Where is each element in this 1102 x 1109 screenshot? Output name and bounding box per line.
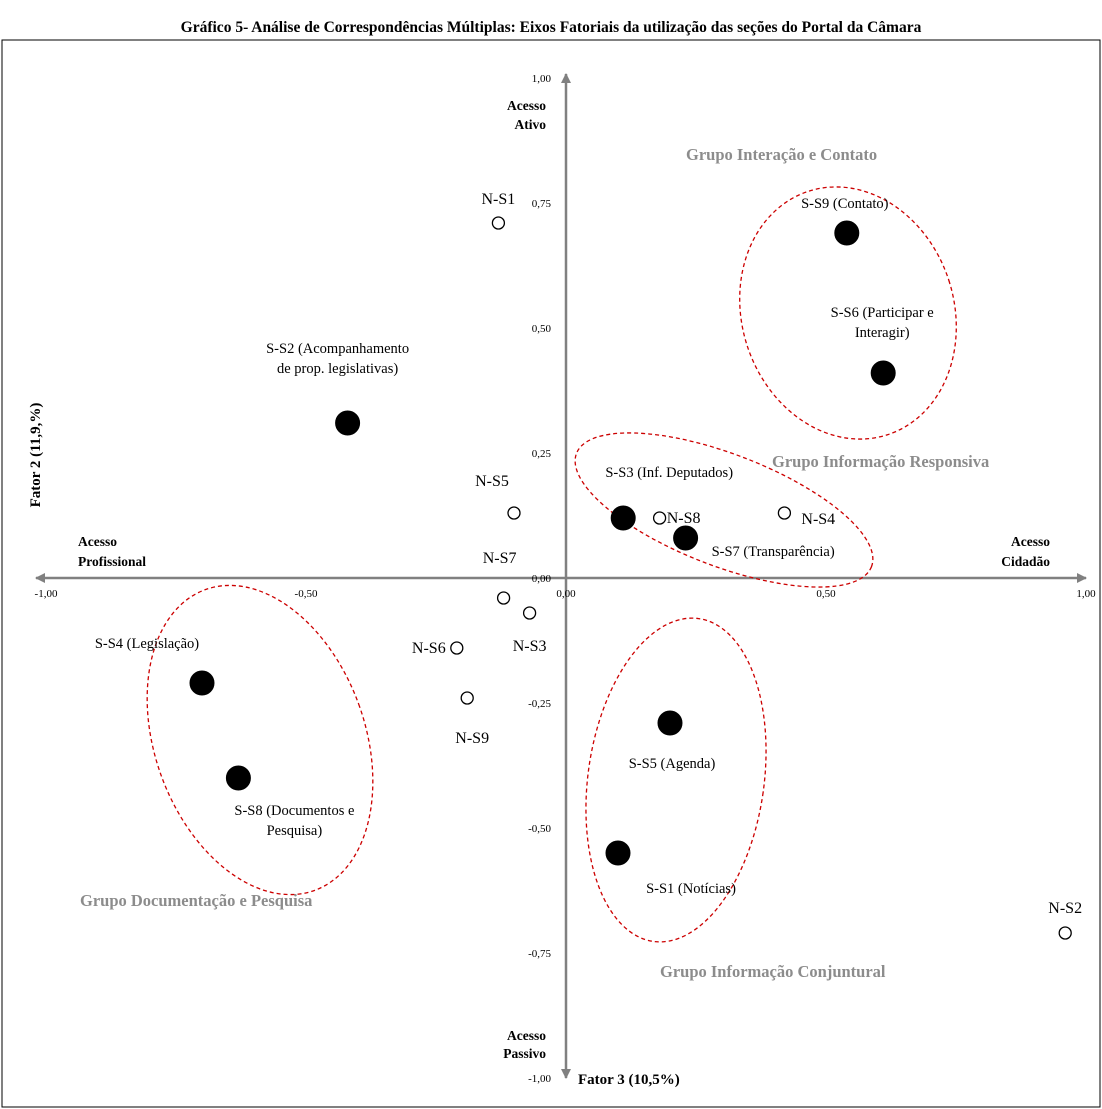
group-label-documentacao-pesquisa: Grupo Documentação e Pesquisa xyxy=(80,891,312,910)
open-point xyxy=(450,641,464,655)
point-label: Pesquisa) xyxy=(267,823,323,839)
x-tick-label: 0,00 xyxy=(556,588,576,600)
point-label: S-S6 (Participar e xyxy=(831,305,934,321)
y-tick-label: -0,50 xyxy=(528,823,551,835)
data-points: S-S1 (Notícias) S-S2 (Acompanhamento de pr… xyxy=(95,191,1082,940)
point-label: N-S8 xyxy=(667,510,701,527)
point-label: de prop. legislativas) xyxy=(277,361,398,377)
y-tick-label: -0,75 xyxy=(528,948,551,960)
direction-left-line2: Profissional xyxy=(78,554,146,569)
y-tick-label: 0,50 xyxy=(532,323,552,335)
x-tick-label: 0,50 xyxy=(816,588,836,600)
x-axis-label: Fator 3 (10,5%) xyxy=(578,1072,680,1088)
direction-bottom-line2: Passivo xyxy=(503,1046,546,1061)
chart-title: Gráfico 5- Análise de Correspondências M… xyxy=(181,19,922,36)
filled-point xyxy=(189,670,215,696)
ellipse-informacao-conjuntural xyxy=(585,617,767,943)
y-tick-label: 0,25 xyxy=(532,448,552,460)
point-label: S-S5 (Agenda) xyxy=(629,756,716,772)
filled-point xyxy=(834,220,860,246)
point-label: N-S1 xyxy=(482,191,516,208)
direction-right-line2: Cidadão xyxy=(1001,554,1050,569)
ellipse-interacao-contato xyxy=(739,186,957,440)
point-label: N-S4 xyxy=(801,511,835,528)
point-label: N-S2 xyxy=(1048,900,1082,917)
x-tick-label: 1,00 xyxy=(1076,588,1096,600)
point-label: S-S2 (Acompanhamento xyxy=(266,341,409,357)
point-label: N-S7 xyxy=(483,550,517,567)
point-label: N-S6 xyxy=(412,640,446,657)
x-tick-label: -1,00 xyxy=(35,588,58,600)
point-label: S-S9 (Contato) xyxy=(801,196,889,212)
direction-label-left: Acesso Profissional xyxy=(78,534,146,569)
direction-label-top: Acesso Ativo xyxy=(507,98,546,132)
filled-point xyxy=(657,710,683,736)
filled-point xyxy=(610,505,636,531)
group-label-informacao-conjuntural: Grupo Informação Conjuntural xyxy=(660,962,886,981)
group-ellipses xyxy=(146,186,957,943)
open-point xyxy=(652,511,667,525)
y-axis-label: Fator 2 (11,9,%) xyxy=(28,403,44,508)
open-point xyxy=(777,506,792,520)
filled-point xyxy=(225,765,251,791)
point-label: S-S1 (Notícias) xyxy=(646,881,736,897)
filled-point xyxy=(673,525,699,551)
y-tick-label: 1,00 xyxy=(532,73,552,85)
point-label: S-S3 (Inf. Deputados) xyxy=(605,465,733,481)
open-point xyxy=(491,216,506,230)
plot-frame xyxy=(1,39,1101,1108)
group-label-interacao-contato: Grupo Interação e Contato xyxy=(686,145,877,164)
tick-labels: -1,00 -0,50 0,00 0,50 1,00 1,00 0,75 0,50 0,25 0,… xyxy=(35,73,1097,1085)
direction-right-line1: Acesso xyxy=(1011,534,1050,549)
point-label: S-S7 (Transparência) xyxy=(712,544,835,560)
filled-point xyxy=(870,360,896,386)
direction-label-right: Acesso Cidadão xyxy=(1001,534,1050,569)
direction-left-line1: Acesso xyxy=(78,534,117,549)
x-tick-label: -0,50 xyxy=(295,588,318,600)
direction-top-line2: Ativo xyxy=(515,117,547,132)
y-tick-label: -0,25 xyxy=(528,698,551,710)
y-tick-label: 0,00 xyxy=(532,573,552,585)
ellipse-informacao-responsiva xyxy=(574,432,874,588)
point-label: N-S3 xyxy=(513,638,547,655)
open-point xyxy=(1058,926,1072,940)
y-tick-label: 0,75 xyxy=(532,198,552,210)
open-point xyxy=(460,691,474,705)
y-tick-label: -1,00 xyxy=(528,1073,551,1085)
open-point xyxy=(522,606,537,620)
group-label-informacao-responsiva: Grupo Informação Responsiva xyxy=(772,452,989,471)
point-label: N-S9 xyxy=(455,730,489,747)
filled-point xyxy=(605,840,631,866)
point-label: N-S5 xyxy=(475,473,509,490)
open-point xyxy=(507,506,521,520)
direction-label-bottom: Acesso Passivo xyxy=(503,1028,546,1061)
point-label: Interagir) xyxy=(855,325,910,341)
open-point xyxy=(496,591,511,605)
point-label: S-S8 (Documentos e xyxy=(234,803,354,819)
ellipse-documentacao-pesquisa xyxy=(146,584,374,896)
filled-point xyxy=(335,410,361,436)
direction-bottom-line1: Acesso xyxy=(507,1028,546,1043)
direction-top-line1: Acesso xyxy=(507,98,546,113)
point-label: S-S4 (Legislação) xyxy=(95,636,199,652)
